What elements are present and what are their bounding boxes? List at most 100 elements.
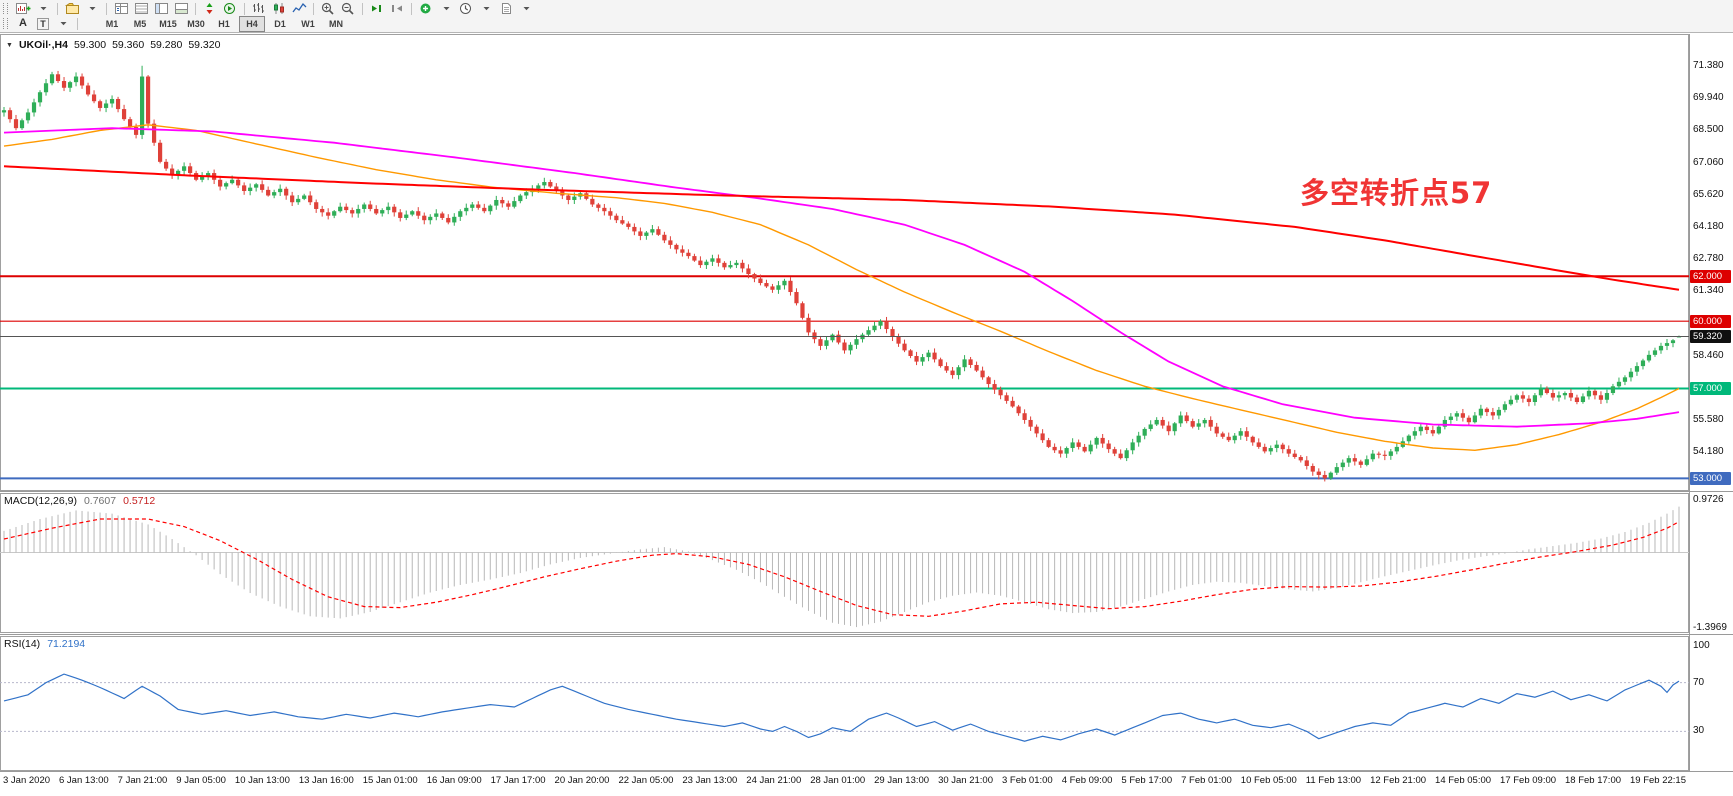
time-axis-label: 28 Jan 01:00 <box>810 775 866 786</box>
time-axis-label: 18 Feb 17:00 <box>1565 775 1622 786</box>
bar-chart-type-button[interactable] <box>249 1 269 16</box>
toolbar-separator <box>244 2 245 15</box>
ma-medium-line <box>3 127 1680 428</box>
macd-signal-value: 0.5712 <box>123 495 156 507</box>
price-scale-label: 54.180 <box>1693 445 1724 457</box>
timeframe-w1[interactable]: W1 <box>301 18 315 29</box>
profiles-dropdown[interactable] <box>82 1 102 16</box>
macd-scale-min: -1.3969 <box>1693 622 1727 633</box>
price-scale[interactable]: 71.380 69.940 68.500 67.060 65.620 64.180 62.7… <box>1690 34 1733 796</box>
price-scale-label: 55.580 <box>1693 414 1724 426</box>
indicators-dropdown[interactable] <box>436 1 456 16</box>
time-axis-label: 24 Jan 21:00 <box>746 775 802 786</box>
panel-borders <box>0 34 1733 772</box>
chart-shift-button[interactable] <box>387 1 407 16</box>
timeframe-m5[interactable]: M5 <box>133 18 147 29</box>
chart-window[interactable]: ▼ UKOil·,H4 59.300 59.360 59.280 59.320 … <box>0 34 1733 796</box>
templates-button[interactable] <box>496 1 516 16</box>
time-axis-label: 4 Feb 09:00 <box>1061 775 1113 786</box>
chart-annotation-text[interactable]: 多空转折点57 <box>1300 176 1493 210</box>
time-axis-label: 10 Feb 05:00 <box>1240 775 1297 786</box>
ohlc-collapse-icon[interactable]: ▼ <box>6 41 13 49</box>
toolbar: A T M1 M5 M15 M30 H1 H4 D1 W1 MN <box>0 0 1733 33</box>
periods-dropdown[interactable] <box>476 1 496 16</box>
toolbar-separator <box>313 2 314 15</box>
macd-name: MACD(12,26,9) <box>4 495 77 507</box>
text-annotation-button[interactable]: A <box>19 17 27 29</box>
time-axis-label: 30 Jan 21:00 <box>938 775 993 786</box>
toolbar-separator <box>195 2 196 15</box>
timeframe-m15[interactable]: M15 <box>159 18 177 29</box>
timeframe-h4[interactable]: H4 <box>239 15 265 32</box>
timeframe-group: M1 M5 M15 M30 H1 H4 D1 W1 MN <box>98 15 350 32</box>
timeframe-d1[interactable]: D1 <box>274 18 286 29</box>
auto-scroll-button[interactable] <box>367 1 387 16</box>
toolbar-grip[interactable] <box>3 18 8 29</box>
ma-fast-line <box>3 124 1680 452</box>
toolbar-row-standard <box>0 1 1733 16</box>
price-scale-label: 64.180 <box>1693 221 1724 233</box>
level-price-badge: 53.000 <box>1690 471 1731 485</box>
macd-histogram <box>3 506 1680 628</box>
time-axis[interactable]: 3 Jan 2020 6 Jan 13:00 7 Jan 21:00 9 Jan 05… <box>0 775 1689 786</box>
new-order-button[interactable] <box>200 1 220 16</box>
level-price-badge: 62.000 <box>1690 269 1731 283</box>
line-chart-type-button[interactable] <box>289 1 309 16</box>
candlestick-type-button[interactable] <box>269 1 289 16</box>
toolbar-grip[interactable] <box>3 3 8 14</box>
time-axis-label: 7 Jan 21:00 <box>117 775 168 786</box>
profiles-button[interactable] <box>62 1 82 16</box>
time-axis-label: 13 Jan 16:00 <box>298 775 354 786</box>
time-axis-label: 20 Jan 20:00 <box>554 775 610 786</box>
time-axis-label: 14 Feb 05:00 <box>1435 775 1492 786</box>
low-value: 59.280 <box>150 39 183 51</box>
rsi-value: 71.2194 <box>47 638 86 650</box>
time-axis-label: 5 Feb 17:00 <box>1121 775 1173 786</box>
current-price-badge: 59.320 <box>1690 329 1731 343</box>
text-label-button[interactable]: T <box>33 16 53 31</box>
indicators-button[interactable] <box>416 1 436 16</box>
time-axis-label: 29 Jan 13:00 <box>874 775 930 786</box>
timeframe-m1[interactable]: M1 <box>105 18 119 29</box>
navigator-button[interactable] <box>151 1 171 16</box>
toolbar-separator <box>362 2 363 15</box>
toolbar-row-drawing-timeframes: A T M1 M5 M15 M30 H1 H4 D1 W1 MN <box>0 15 1733 32</box>
new-chart-dropdown[interactable] <box>33 1 53 16</box>
macd-scale-max: 0.9726 <box>1693 494 1724 505</box>
periods-button[interactable] <box>456 1 476 16</box>
time-axis-label: 23 Jan 13:00 <box>682 775 738 786</box>
price-scale-label: 61.340 <box>1693 285 1724 297</box>
new-chart-button[interactable] <box>13 1 33 16</box>
price-scale-label: 68.500 <box>1693 124 1724 136</box>
timeframe-m30[interactable]: M30 <box>187 18 205 29</box>
toolbar-separator <box>57 2 58 15</box>
autotrading-button[interactable] <box>220 1 240 16</box>
zoom-in-button[interactable] <box>318 1 338 16</box>
time-axis-label: 15 Jan 01:00 <box>362 775 418 786</box>
time-axis-label: 3 Jan 2020 <box>3 775 51 786</box>
chart-canvas[interactable] <box>0 34 1733 796</box>
market-watch-button[interactable] <box>111 1 131 16</box>
rsi-line <box>3 673 1680 742</box>
close-value: 59.320 <box>188 39 221 51</box>
data-window-button[interactable] <box>131 1 151 16</box>
drawing-tools-dropdown[interactable] <box>53 16 73 31</box>
open-value: 59.300 <box>73 39 107 51</box>
price-scale-label: 58.460 <box>1693 349 1724 361</box>
time-axis-label: 9 Jan 05:00 <box>176 775 226 786</box>
time-axis-label: 17 Feb 09:00 <box>1500 775 1557 786</box>
price-scale-label: 71.380 <box>1693 59 1724 71</box>
level-price-badge: 60.000 <box>1690 314 1731 328</box>
time-axis-label: 6 Jan 13:00 <box>59 775 109 786</box>
timeframe-mn[interactable]: MN <box>329 18 343 29</box>
templates-dropdown[interactable] <box>516 1 536 16</box>
candles-layer <box>1 65 1682 482</box>
zoom-out-button[interactable] <box>338 1 358 16</box>
time-axis-label: 10 Jan 13:00 <box>234 775 290 786</box>
timeframe-h1[interactable]: H1 <box>218 18 230 29</box>
macd-main-value: 0.7607 <box>83 495 117 507</box>
rsi-scale-label: 100 <box>1693 640 1710 651</box>
time-axis-label: 12 Feb 21:00 <box>1370 775 1427 786</box>
terminal-button[interactable] <box>171 1 191 16</box>
rsi-indicator-label: RSI(14) 71.2194 <box>4 638 85 650</box>
